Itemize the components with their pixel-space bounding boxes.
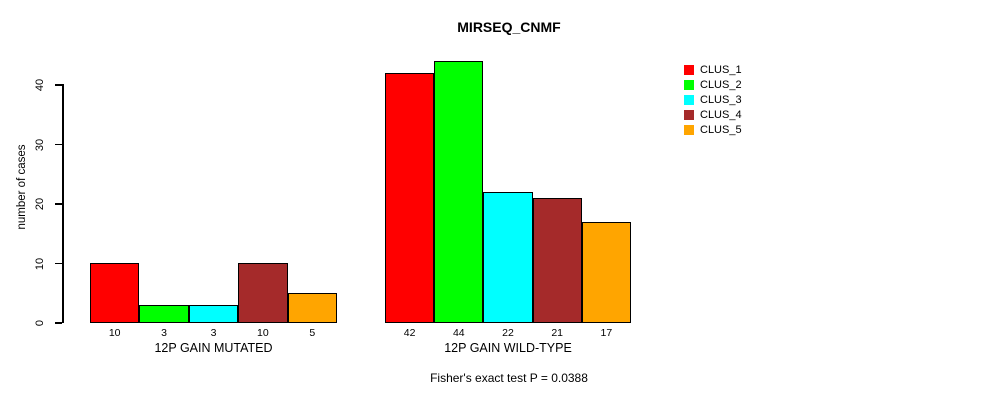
group-label: 12P GAIN MUTATED bbox=[154, 341, 273, 355]
y-axis-tick-label: 0 bbox=[34, 319, 46, 327]
bar-clus_3 bbox=[188, 305, 239, 323]
legend-swatch-clus_2 bbox=[684, 80, 694, 90]
bar-value-label: 22 bbox=[502, 327, 514, 339]
bar-value-label: 5 bbox=[309, 327, 316, 339]
bar-clus_2 bbox=[434, 61, 484, 323]
bar-clus_3 bbox=[483, 192, 533, 323]
bar-clus_1 bbox=[90, 263, 140, 323]
bar-value-label: 3 bbox=[161, 327, 167, 339]
legend-swatch-clus_1 bbox=[684, 65, 694, 75]
legend-label: CLUS_4 bbox=[700, 109, 742, 121]
y-axis-tick-mark bbox=[55, 84, 62, 86]
y-axis-tick-mark bbox=[55, 203, 62, 205]
bar-value-label: 10 bbox=[108, 327, 121, 339]
legend-swatch-clus_4 bbox=[684, 110, 694, 120]
bar-clus_5 bbox=[581, 222, 631, 323]
bar-clus_5 bbox=[287, 293, 337, 323]
chart-title: MIRSEQ_CNMF bbox=[457, 19, 561, 35]
y-axis-tick-mark bbox=[55, 322, 62, 324]
fisher-test-annotation: Fisher's exact test P = 0.0388 bbox=[430, 371, 588, 385]
legend-label: CLUS_3 bbox=[700, 94, 742, 106]
y-axis-tick-label: 30 bbox=[34, 138, 46, 151]
legend-swatch-clus_3 bbox=[684, 95, 694, 105]
bar-value-label: 21 bbox=[551, 327, 564, 339]
bar-clus_1 bbox=[385, 73, 435, 323]
y-axis-tick-label: 20 bbox=[34, 197, 46, 211]
group-label: 12P GAIN WILD-TYPE bbox=[444, 341, 572, 355]
bar-clus_4 bbox=[532, 198, 582, 323]
bar-value-label: 44 bbox=[452, 327, 465, 339]
bar-clus_2 bbox=[139, 305, 189, 323]
legend-swatch-clus_5 bbox=[684, 125, 694, 135]
y-axis-tick-mark bbox=[55, 262, 62, 265]
bar-value-label: 10 bbox=[257, 327, 269, 339]
legend-label: CLUS_1 bbox=[700, 64, 742, 76]
y-axis-title: number of cases bbox=[16, 144, 28, 230]
legend-label: CLUS_5 bbox=[700, 124, 742, 136]
y-axis-tick-label: 10 bbox=[34, 257, 46, 270]
y-axis-tick-label: 40 bbox=[34, 78, 46, 92]
bar-value-label: 17 bbox=[600, 327, 613, 339]
bar-value-label: 3 bbox=[210, 327, 217, 339]
bar-value-label: 42 bbox=[403, 327, 416, 339]
y-axis-line bbox=[62, 84, 64, 323]
bar-clus_4 bbox=[238, 263, 288, 323]
legend-label: CLUS_2 bbox=[700, 79, 742, 91]
y-axis-tick-mark bbox=[55, 143, 62, 146]
